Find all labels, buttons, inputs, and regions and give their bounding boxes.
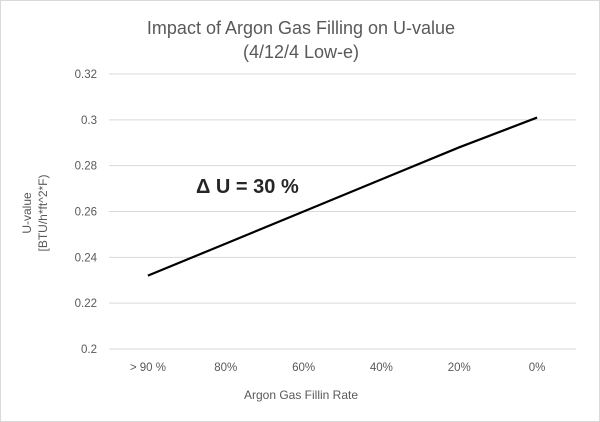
y-tick-labels: 0.2 0.22 0.24 0.26 0.28 0.3 0.32 <box>75 69 98 356</box>
x-axis-label: Argon Gas Fillin Rate <box>244 388 358 402</box>
x-tick-label: 40% <box>370 362 393 374</box>
chart-subtitle: (4/12/4 Low-e) <box>243 42 359 62</box>
x-tick-label: 20% <box>448 362 471 374</box>
y-tick-label: 0.32 <box>75 69 97 81</box>
series-line-0 <box>147 116 538 277</box>
series-layer <box>147 116 538 277</box>
y-axis-label-line-1: U-value <box>20 192 34 234</box>
x-tick-label: 0% <box>529 362 546 374</box>
x-tick-label: 60% <box>292 362 315 374</box>
x-tick-label: > 90 % <box>130 362 166 374</box>
x-tick-labels: > 90 % 80% 60% 40% 20% 0% <box>130 362 546 374</box>
x-tick-label: 80% <box>214 362 237 374</box>
gridlines <box>109 73 576 350</box>
y-axis-label: U-value [BTU/h*ft^2*F) <box>20 175 50 252</box>
y-axis-label-line-2: [BTU/h*ft^2*F) <box>36 175 50 252</box>
y-tick-label: 0.3 <box>81 115 97 127</box>
y-tick-label: 0.22 <box>75 298 97 310</box>
delta-u-annotation: Δ U = 30 % <box>196 176 299 198</box>
chart-title: Impact of Argon Gas Filling on U-value <box>147 18 455 38</box>
y-tick-label: 0.2 <box>81 344 97 356</box>
y-tick-label: 0.26 <box>75 207 97 219</box>
y-tick-label: 0.28 <box>75 161 97 173</box>
y-tick-label: 0.24 <box>75 252 98 264</box>
